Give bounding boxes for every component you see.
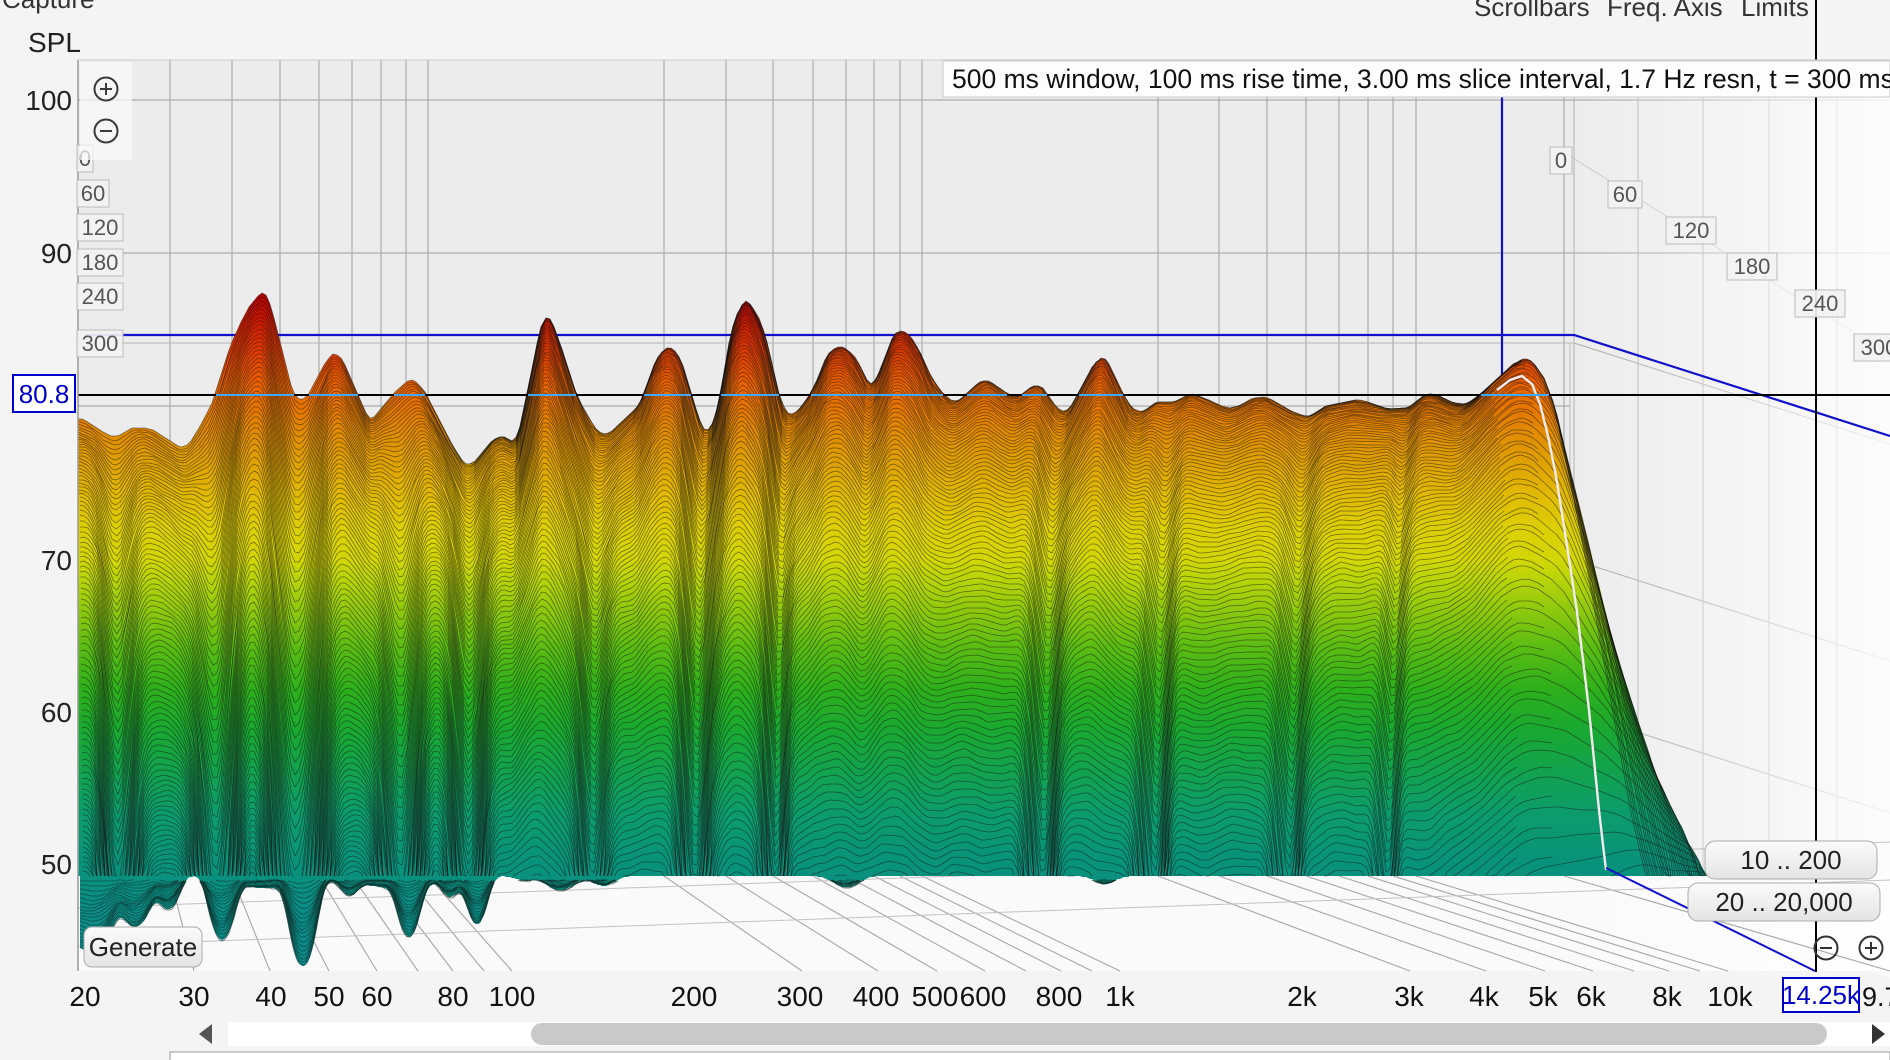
svg-text:120: 120 <box>82 215 119 240</box>
svg-text:8k: 8k <box>1652 981 1683 1012</box>
svg-text:180: 180 <box>1734 254 1771 279</box>
svg-text:Scrollbars: Scrollbars <box>1474 0 1590 22</box>
svg-text:90: 90 <box>41 238 72 269</box>
svg-text:120: 120 <box>1673 218 1710 243</box>
svg-text:20: 20 <box>69 981 100 1012</box>
svg-text:3k: 3k <box>1394 981 1425 1012</box>
svg-text:6k: 6k <box>1576 981 1607 1012</box>
svg-text:5k: 5k <box>1528 981 1559 1012</box>
svg-text:300: 300 <box>1861 335 1890 360</box>
svg-text:600: 600 <box>960 981 1007 1012</box>
svg-text:200: 200 <box>671 981 718 1012</box>
svg-text:Freq. Axis: Freq. Axis <box>1607 0 1723 22</box>
svg-text:100: 100 <box>25 85 72 116</box>
svg-text:50: 50 <box>313 981 344 1012</box>
svg-text:10 .. 200: 10 .. 200 <box>1740 845 1841 875</box>
svg-text:10k: 10k <box>1707 981 1753 1012</box>
svg-text:20 .. 20,000: 20 .. 20,000 <box>1715 887 1852 917</box>
svg-text:60: 60 <box>1613 182 1637 207</box>
svg-text:240: 240 <box>82 284 119 309</box>
svg-text:60: 60 <box>361 981 392 1012</box>
svg-text:Limits: Limits <box>1741 0 1809 22</box>
svg-text:1k: 1k <box>1105 981 1136 1012</box>
svg-text:500 ms window, 100 ms rise tim: 500 ms window, 100 ms rise time, 3.00 ms… <box>952 64 1890 94</box>
svg-text:80: 80 <box>437 981 468 1012</box>
svg-text:80.8: 80.8 <box>19 379 70 409</box>
svg-text:70: 70 <box>41 545 72 576</box>
svg-text:0: 0 <box>1555 148 1567 173</box>
svg-text:50: 50 <box>41 849 72 880</box>
svg-text:800: 800 <box>1036 981 1083 1012</box>
svg-text:4k: 4k <box>1469 981 1500 1012</box>
svg-text:180: 180 <box>82 250 119 275</box>
svg-text:Generate: Generate <box>89 932 197 962</box>
svg-text:100: 100 <box>489 981 536 1012</box>
svg-text:Capture: Capture <box>2 0 95 14</box>
svg-text:40: 40 <box>255 981 286 1012</box>
svg-text:30: 30 <box>178 981 209 1012</box>
svg-text:9.7: 9.7 <box>1862 982 1890 1012</box>
svg-text:60: 60 <box>81 181 105 206</box>
svg-text:400: 400 <box>853 981 900 1012</box>
svg-text:14.25k: 14.25k <box>1782 980 1861 1010</box>
svg-text:SPL: SPL <box>28 27 81 58</box>
svg-text:240: 240 <box>1802 291 1839 316</box>
svg-text:60: 60 <box>41 697 72 728</box>
svg-text:500: 500 <box>912 981 959 1012</box>
svg-text:2k: 2k <box>1287 981 1318 1012</box>
svg-text:300: 300 <box>777 981 824 1012</box>
svg-text:300: 300 <box>82 331 119 356</box>
